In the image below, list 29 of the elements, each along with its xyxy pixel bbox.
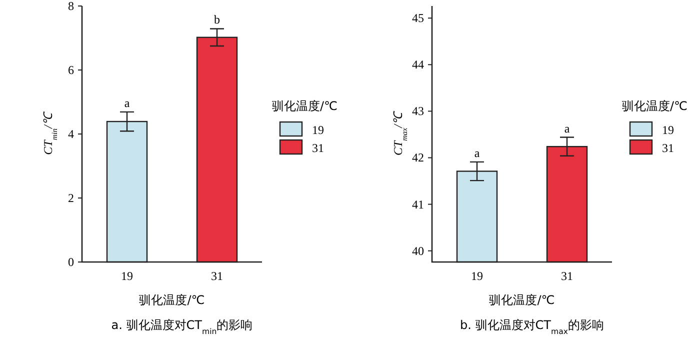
annotation: a [124,96,130,110]
legend-label: 31 [662,141,674,155]
legend-label: 19 [312,123,324,137]
annotation: a [474,146,480,160]
y-tick-label: 4 [68,127,74,141]
legend-title: 驯化温度/℃ [272,99,338,113]
y-tick-label: 41 [412,197,424,212]
y-tick-label: 6 [68,63,74,77]
y-tick-label: 8 [68,0,74,13]
y-tick-label: 0 [68,255,74,269]
annotation: b [214,12,220,27]
y-tick-label: 43 [412,104,424,118]
annotation: a [564,121,570,136]
y-tick-label: 44 [412,58,424,72]
x-axis-title: 驯化温度/℃ [139,293,205,307]
x-tick-label: 31 [561,269,573,283]
x-tick-label: 31 [211,269,223,283]
y-tick-label: 40 [412,244,424,258]
x-tick-label: 19 [121,269,133,283]
x-axis-title: 驯化温度/℃ [489,293,555,307]
y-tick-label: 2 [68,191,74,205]
y-tick-label: 42 [412,150,424,165]
x-tick-label: 19 [471,269,483,283]
legend-label: 19 [662,123,674,137]
legend-title: 驯化温度/℃ [622,99,688,113]
legend-label: 31 [312,141,324,155]
text: a. 驯化温度对CT$_{min}$的影响 [111,318,253,336]
y-tick-label: 45 [412,11,424,26]
text: b. 驯化温度对CT$_{max}$的影响 [460,318,604,336]
